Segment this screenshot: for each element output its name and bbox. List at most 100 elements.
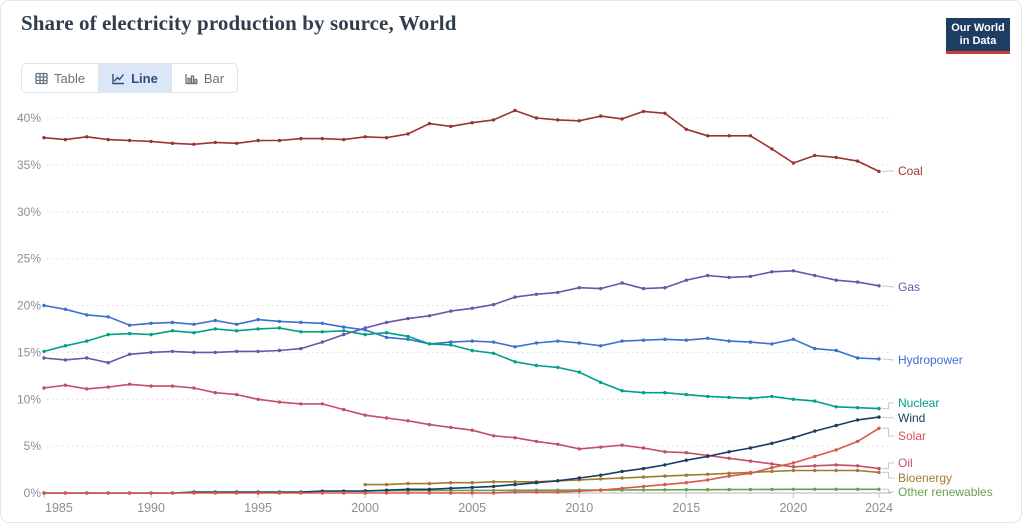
data-point-coal [170, 141, 175, 145]
data-point-coal [748, 134, 753, 138]
data-point-coal [684, 127, 688, 131]
table-icon [35, 72, 48, 84]
x-tick-label: 1990 [137, 501, 165, 515]
data-point-wind [406, 487, 410, 491]
data-point-solar [813, 454, 817, 459]
data-point-coal [491, 118, 496, 122]
data-point-oil [556, 442, 560, 446]
data-point-oil [384, 416, 389, 420]
data-point-solar [491, 491, 496, 495]
data-point-solar [406, 491, 410, 495]
data-point-gas [470, 306, 474, 310]
data-point-hydropower [727, 339, 731, 343]
data-point-oil [363, 413, 367, 417]
tab-table[interactable]: Table [22, 64, 99, 92]
data-point-hydropower [192, 322, 196, 326]
data-point-gas [299, 346, 303, 351]
data-point-solar [534, 490, 539, 494]
data-point-gas [256, 349, 260, 354]
data-point-other-renewables [877, 487, 881, 491]
data-point-wind [384, 488, 389, 492]
data-point-coal [235, 141, 239, 145]
owid-logo-line1: Our World [951, 21, 1005, 34]
data-point-oil [491, 434, 496, 438]
owid-logo[interactable]: Our World in Data [946, 18, 1010, 54]
data-point-wind [877, 415, 881, 419]
data-point-oil [320, 402, 324, 406]
series-label-coal[interactable]: Coal [898, 164, 923, 178]
data-point-solar [192, 491, 196, 495]
data-point-oil [684, 451, 688, 455]
data-point-hydropower [663, 337, 667, 341]
data-point-bioenergy [406, 481, 410, 486]
series-label-oil[interactable]: Oil [898, 456, 913, 470]
data-point-solar [277, 491, 282, 495]
data-point-solar [363, 491, 367, 495]
data-point-hydropower [320, 321, 324, 325]
series-line-oil [43, 383, 880, 470]
data-point-oil [63, 383, 68, 387]
y-tick-label: 10% [17, 392, 41, 406]
data-point-other-renewables [684, 488, 688, 492]
data-point-nuclear [384, 331, 389, 335]
series-line-hydropower [43, 304, 880, 360]
data-point-coal [320, 136, 324, 141]
data-point-gas [449, 309, 453, 313]
data-point-nuclear [491, 351, 496, 355]
data-point-hydropower [855, 356, 860, 360]
data-point-oil [534, 439, 539, 444]
series-nuclear: Nuclear [42, 326, 939, 411]
data-point-bioenergy [834, 468, 838, 473]
data-point-solar [577, 489, 581, 493]
data-point-other-renewables [727, 487, 731, 492]
data-point-nuclear [791, 397, 796, 401]
series-label-nuclear[interactable]: Nuclear [898, 396, 939, 410]
data-point-oil [620, 443, 624, 447]
data-point-wind [855, 418, 860, 422]
data-point-oil [663, 450, 667, 454]
data-point-solar [748, 471, 753, 475]
data-point-nuclear [834, 405, 838, 409]
series-solar: Solar [42, 426, 926, 495]
data-point-wind [770, 441, 774, 445]
data-point-solar [85, 491, 89, 495]
series-label-other-renewables[interactable]: Other renewables [898, 485, 993, 499]
data-point-oil [770, 462, 774, 466]
data-point-solar [63, 491, 68, 495]
series-label-hydropower[interactable]: Hydropower [898, 353, 963, 367]
data-point-oil [877, 466, 881, 471]
tab-bar-label: Bar [203, 70, 225, 86]
series-label-gas[interactable]: Gas [898, 280, 920, 294]
data-point-wind [727, 450, 731, 454]
tab-line[interactable]: Line [98, 64, 171, 92]
series-label-wind[interactable]: Wind [898, 411, 925, 425]
data-point-gas [342, 332, 346, 337]
data-point-oil [834, 463, 838, 467]
data-point-coal [663, 111, 667, 116]
data-point-coal [470, 121, 474, 125]
data-point-wind [706, 454, 710, 459]
data-point-gas [427, 314, 432, 318]
tab-bar[interactable]: Bar [170, 64, 238, 92]
series-bioenergy: Bioenergy [363, 468, 952, 487]
series-line-gas [43, 269, 880, 364]
data-point-gas [106, 361, 110, 365]
data-point-nuclear [427, 342, 432, 346]
data-point-nuclear [63, 344, 68, 348]
label-connector-hydropower [881, 358, 895, 361]
series-label-bioenergy[interactable]: Bioenergy [898, 471, 952, 485]
data-point-hydropower [63, 307, 68, 311]
data-point-wind [577, 476, 581, 480]
data-point-solar [320, 491, 324, 495]
data-point-hydropower [406, 337, 410, 341]
data-point-oil [813, 464, 817, 468]
data-point-gas [384, 320, 389, 325]
series-label-solar[interactable]: Solar [898, 429, 926, 443]
series-hydropower: Hydropower [42, 303, 963, 367]
data-point-nuclear [599, 380, 603, 385]
data-point-bioenergy [855, 468, 860, 473]
data-point-coal [63, 137, 68, 142]
data-point-nuclear [663, 391, 667, 395]
